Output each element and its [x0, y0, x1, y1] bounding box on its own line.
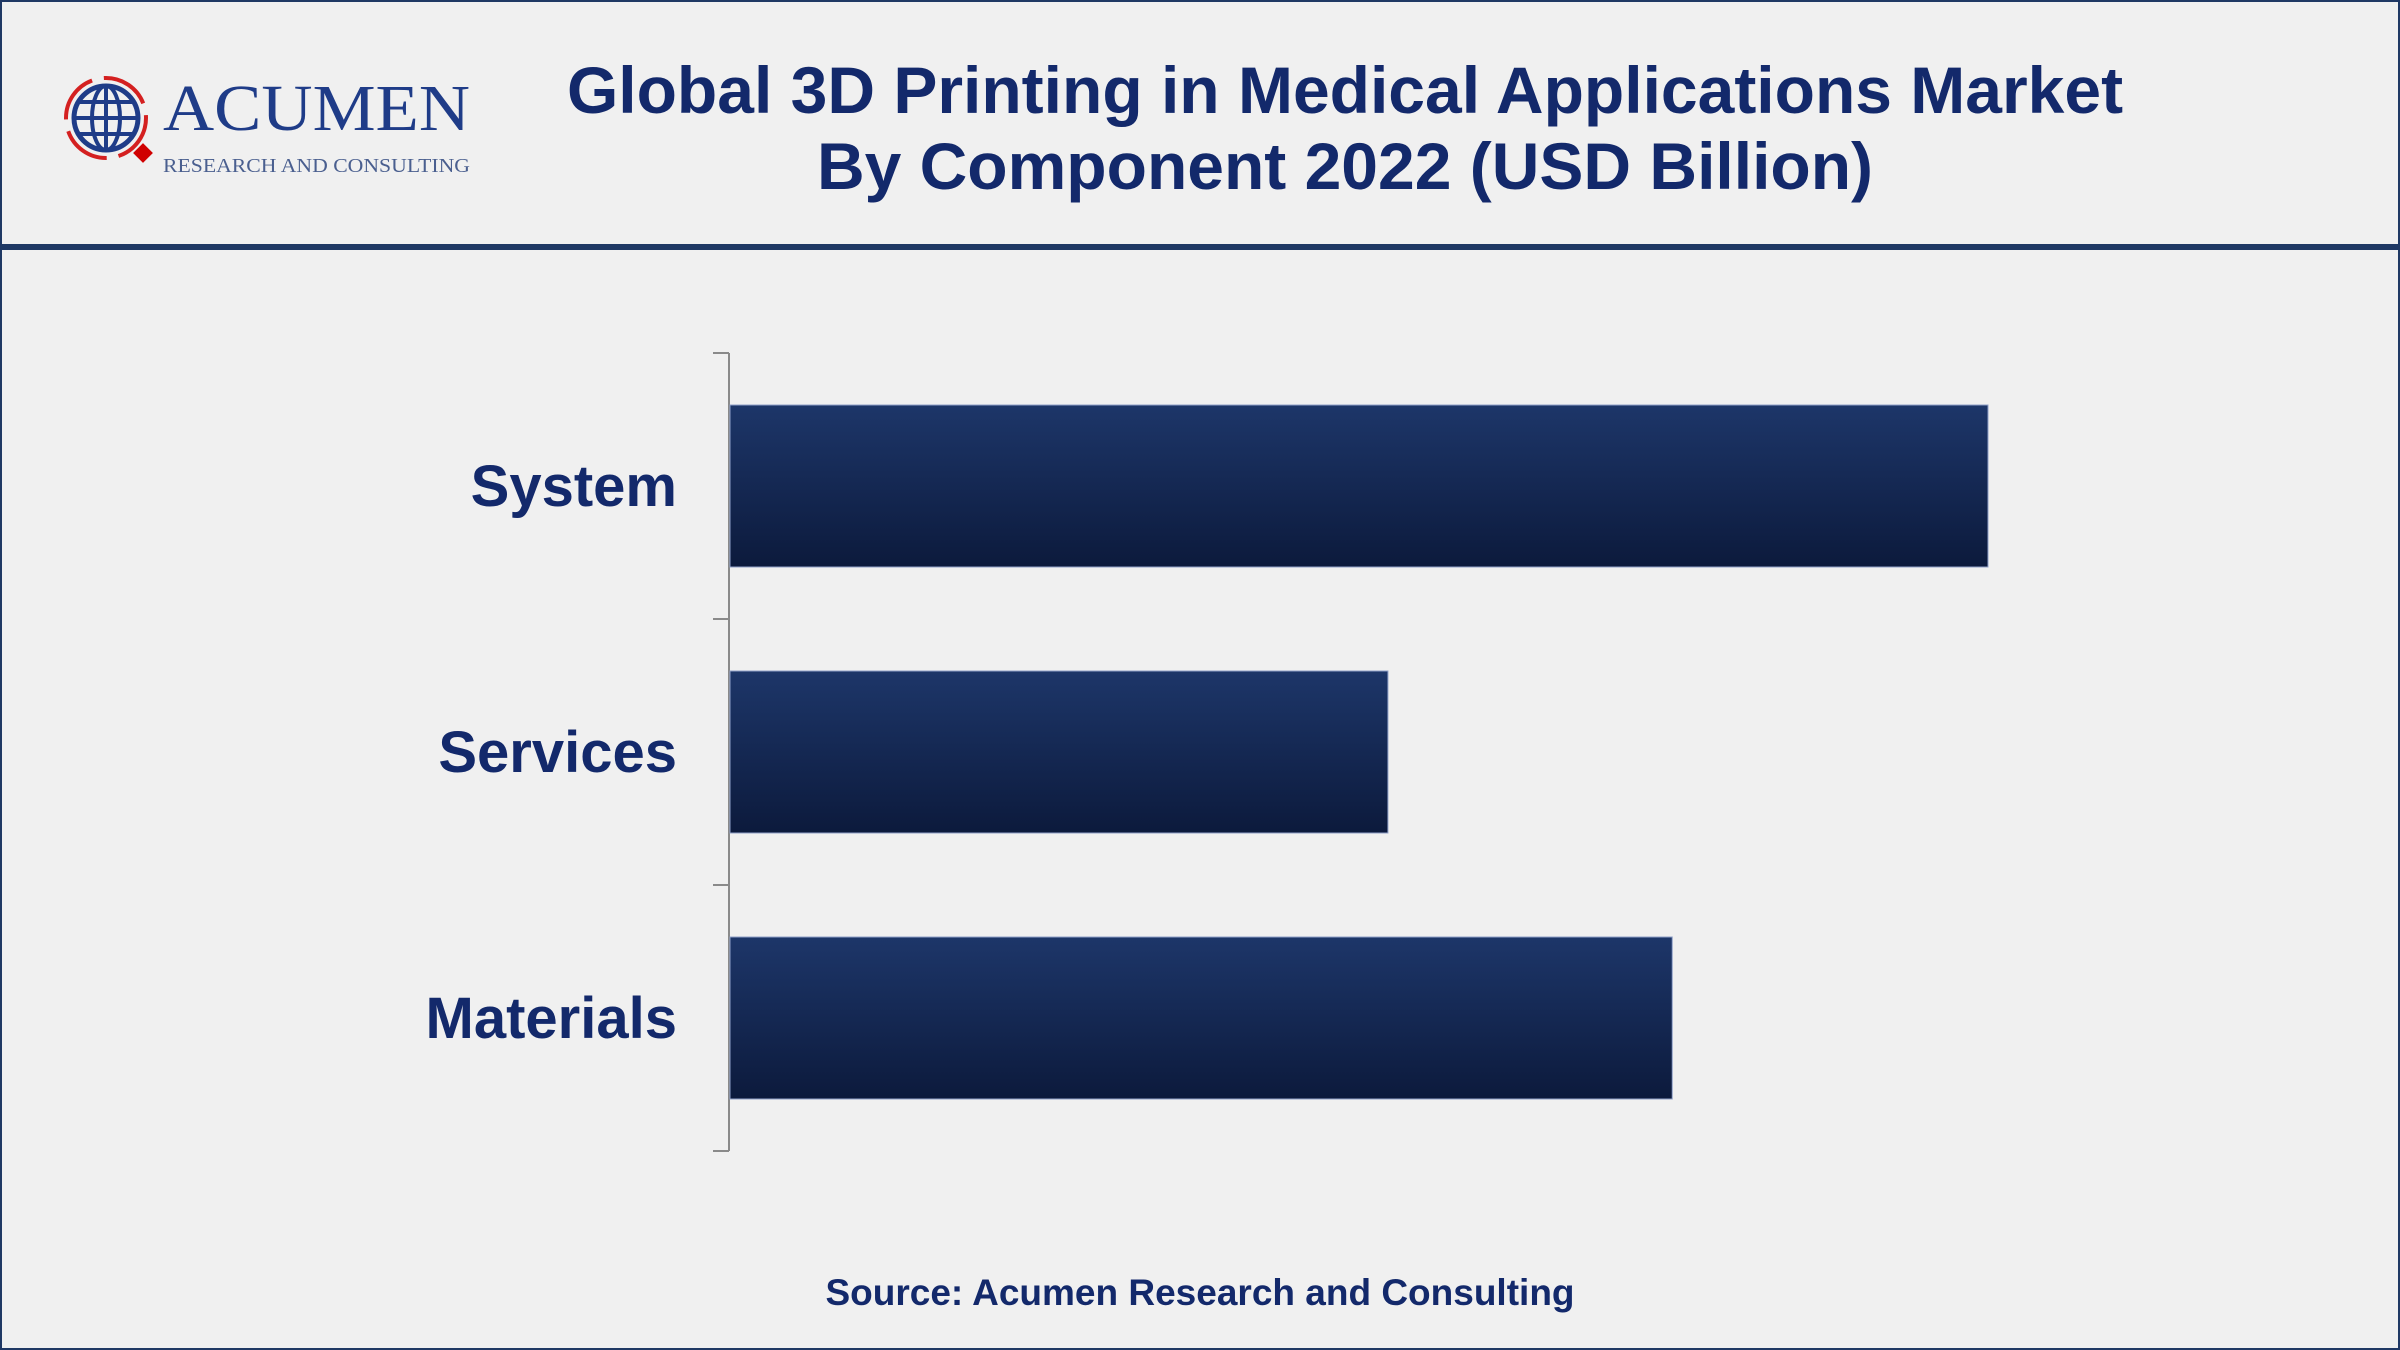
source-note: Source: Acumen Research and Consulting	[825, 1272, 1575, 1313]
category-label: Services	[438, 720, 677, 785]
category-label: Materials	[426, 986, 677, 1051]
bar-materials	[729, 936, 1673, 1100]
logo-tagline: RESEARCH AND CONSULTING	[163, 155, 470, 177]
header-divider	[0, 244, 2400, 250]
title-line-1: Global 3D Printing in Medical Applicatio…	[566, 53, 2124, 127]
logo-name: ACUMEN	[163, 72, 470, 145]
title-line-2: By Component 2022 (USD Billion)	[816, 129, 1874, 203]
acumen-logo: ACUMEN RESEARCH AND CONSULTING	[64, 72, 470, 177]
category-label: System	[471, 454, 677, 519]
bar-system	[729, 404, 1989, 568]
bar-services	[729, 670, 1389, 834]
chart-title: Global 3D Printing in Medical Applicatio…	[500, 52, 2190, 204]
